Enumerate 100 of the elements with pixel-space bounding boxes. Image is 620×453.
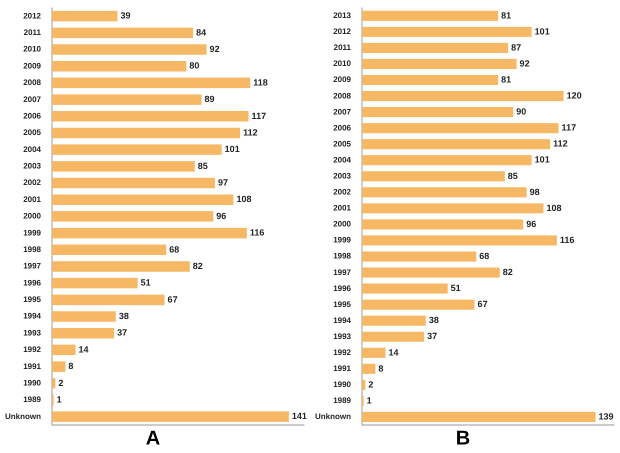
- data-label: 39: [120, 10, 131, 21]
- y-tick-label: 1992: [333, 348, 352, 357]
- bar: [52, 411, 289, 422]
- y-tick-label: 2000: [333, 220, 352, 229]
- bar: [52, 244, 166, 256]
- bar: [52, 28, 194, 38]
- data-label: 108: [546, 202, 562, 213]
- data-label: 85: [508, 170, 518, 181]
- y-tick-label: 2004: [23, 144, 42, 154]
- bar: [52, 10, 118, 22]
- y-tick-label: 1993: [23, 328, 42, 338]
- data-label: 116: [250, 228, 264, 238]
- bar: [52, 228, 247, 238]
- bar: [362, 10, 498, 21]
- data-label: 101: [534, 26, 550, 36]
- bar: [362, 219, 524, 230]
- data-label: 97: [218, 178, 228, 188]
- y-tick-label: 1994: [23, 312, 42, 321]
- y-tick-label: 2007: [23, 94, 42, 104]
- y-tick-label: 2010: [23, 44, 42, 54]
- y-tick-label: 2006: [333, 123, 352, 132]
- bar: [52, 261, 190, 272]
- y-tick-label: 2003: [23, 162, 42, 171]
- bar: [52, 278, 138, 288]
- y-tick-label: 1989: [23, 395, 42, 404]
- bar: [52, 78, 250, 88]
- bar: [52, 211, 214, 222]
- bar: [362, 123, 559, 134]
- bar: [362, 348, 386, 358]
- data-label: 81: [501, 74, 512, 84]
- y-tick-label: 2012: [333, 27, 352, 36]
- bar: [362, 42, 508, 53]
- data-label: 80: [189, 60, 200, 71]
- data-label: 96: [526, 218, 536, 229]
- y-tick-label: 2009: [333, 75, 352, 84]
- y-tick-label: 2005: [333, 139, 352, 148]
- text: A: [146, 428, 160, 450]
- bar: [362, 203, 544, 214]
- bar: [52, 361, 66, 372]
- bar: [52, 194, 234, 205]
- data-label: 112: [553, 138, 568, 149]
- bar: [362, 380, 366, 390]
- bar: [362, 155, 532, 166]
- data-label: 14: [388, 347, 399, 358]
- data-label: 68: [479, 251, 490, 261]
- bar: [52, 60, 186, 72]
- data-label: 51: [450, 283, 461, 294]
- y-tick-label: 1997: [333, 268, 352, 277]
- bar: [52, 94, 202, 105]
- data-label: 82: [192, 260, 203, 271]
- bar: [362, 187, 527, 198]
- bar: [52, 44, 207, 55]
- bar: [362, 139, 550, 150]
- data-label: 2: [58, 378, 64, 388]
- bar: [362, 107, 514, 118]
- bar: [52, 128, 240, 138]
- y-tick-label: 2009: [23, 61, 42, 70]
- data-label: 81: [501, 10, 512, 20]
- data-label: 82: [502, 267, 513, 278]
- bar: [52, 161, 195, 172]
- bar: [362, 91, 564, 102]
- y-tick-label: 2001: [23, 194, 42, 204]
- y-tick-label: 2011: [24, 28, 42, 38]
- y-tick-label: 2013: [333, 11, 352, 20]
- data-label: 112: [243, 127, 258, 138]
- data-label: 116: [560, 234, 574, 245]
- y-tick-label: Unknown: [4, 412, 42, 421]
- data-label: 98: [530, 186, 540, 197]
- bar: [362, 74, 498, 86]
- data-label: 96: [216, 210, 226, 221]
- y-tick-label: 2003: [333, 171, 352, 180]
- data-label: 8: [68, 361, 74, 372]
- y-tick-label: 2005: [23, 128, 42, 138]
- data-label: 120: [566, 90, 582, 101]
- bar: [362, 412, 596, 422]
- data-label: 92: [520, 58, 530, 68]
- data-label: 89: [204, 94, 215, 104]
- y-tick-label: 1997: [23, 262, 42, 271]
- y-tick-label: 1999: [23, 228, 42, 238]
- y-tick-label: 2010: [333, 59, 352, 68]
- bar: [362, 300, 475, 310]
- bar: [52, 178, 215, 188]
- bar: [362, 235, 557, 246]
- y-tick-label: 2011: [334, 43, 352, 52]
- bar: [52, 328, 114, 338]
- data-label: 101: [534, 154, 550, 165]
- y-tick-label: 1994: [333, 316, 352, 325]
- bar: [362, 268, 500, 278]
- data-label: 87: [511, 42, 522, 52]
- bar: [52, 344, 76, 356]
- bar: [52, 311, 116, 322]
- y-tick-label: 1993: [333, 332, 352, 341]
- data-label: 118: [253, 77, 268, 88]
- bar: [362, 171, 505, 182]
- y-tick-label: 1999: [333, 236, 352, 245]
- data-label: 67: [478, 299, 488, 310]
- data-label: 117: [562, 122, 576, 133]
- data-label: 1: [366, 395, 372, 406]
- y-tick-label: 2000: [23, 212, 42, 221]
- data-label: 14: [78, 344, 89, 354]
